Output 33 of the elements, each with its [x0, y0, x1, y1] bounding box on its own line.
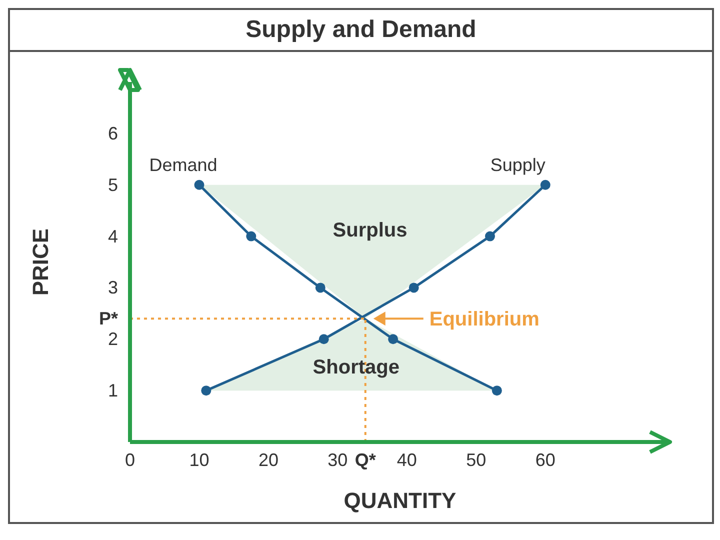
y-tick-label: 2	[108, 329, 118, 350]
point	[492, 386, 502, 396]
x-tick-label: 40	[396, 450, 417, 470]
x-tick-label: 0	[124, 450, 136, 470]
y-axis-title: PRICE	[28, 228, 53, 296]
x-tick-label: 30	[328, 450, 348, 470]
point	[485, 231, 495, 242]
point	[194, 180, 204, 190]
y-tick-label: 1	[108, 380, 118, 401]
point	[540, 180, 550, 190]
y-tick-label: 4	[108, 226, 118, 246]
point	[246, 231, 256, 242]
point	[318, 334, 329, 344]
series-label: Supply	[490, 154, 546, 175]
y-tick-label: 6	[108, 123, 118, 144]
y-tick-label: 5	[108, 174, 118, 195]
point	[408, 282, 419, 293]
x-tick-label: Q*	[354, 450, 376, 470]
chart-title: Supply and Demand	[10, 10, 712, 52]
point	[201, 386, 212, 396]
x-tick-label: 50	[466, 450, 486, 470]
y-tick-label: P*	[98, 308, 118, 329]
annotation: Equilibrium	[429, 308, 540, 331]
x-tick-label: 20	[258, 450, 278, 470]
annotation: Surplus	[332, 219, 408, 242]
point	[388, 334, 398, 344]
y-tick-label: 3	[108, 278, 118, 298]
x-axis-title: QUANTITY	[344, 488, 457, 513]
series-label: Demand	[149, 154, 218, 175]
x-tick-label: 60	[535, 450, 556, 470]
point	[315, 282, 326, 293]
annotation: Shortage	[312, 356, 400, 379]
x-tick-label: 10	[189, 450, 210, 470]
